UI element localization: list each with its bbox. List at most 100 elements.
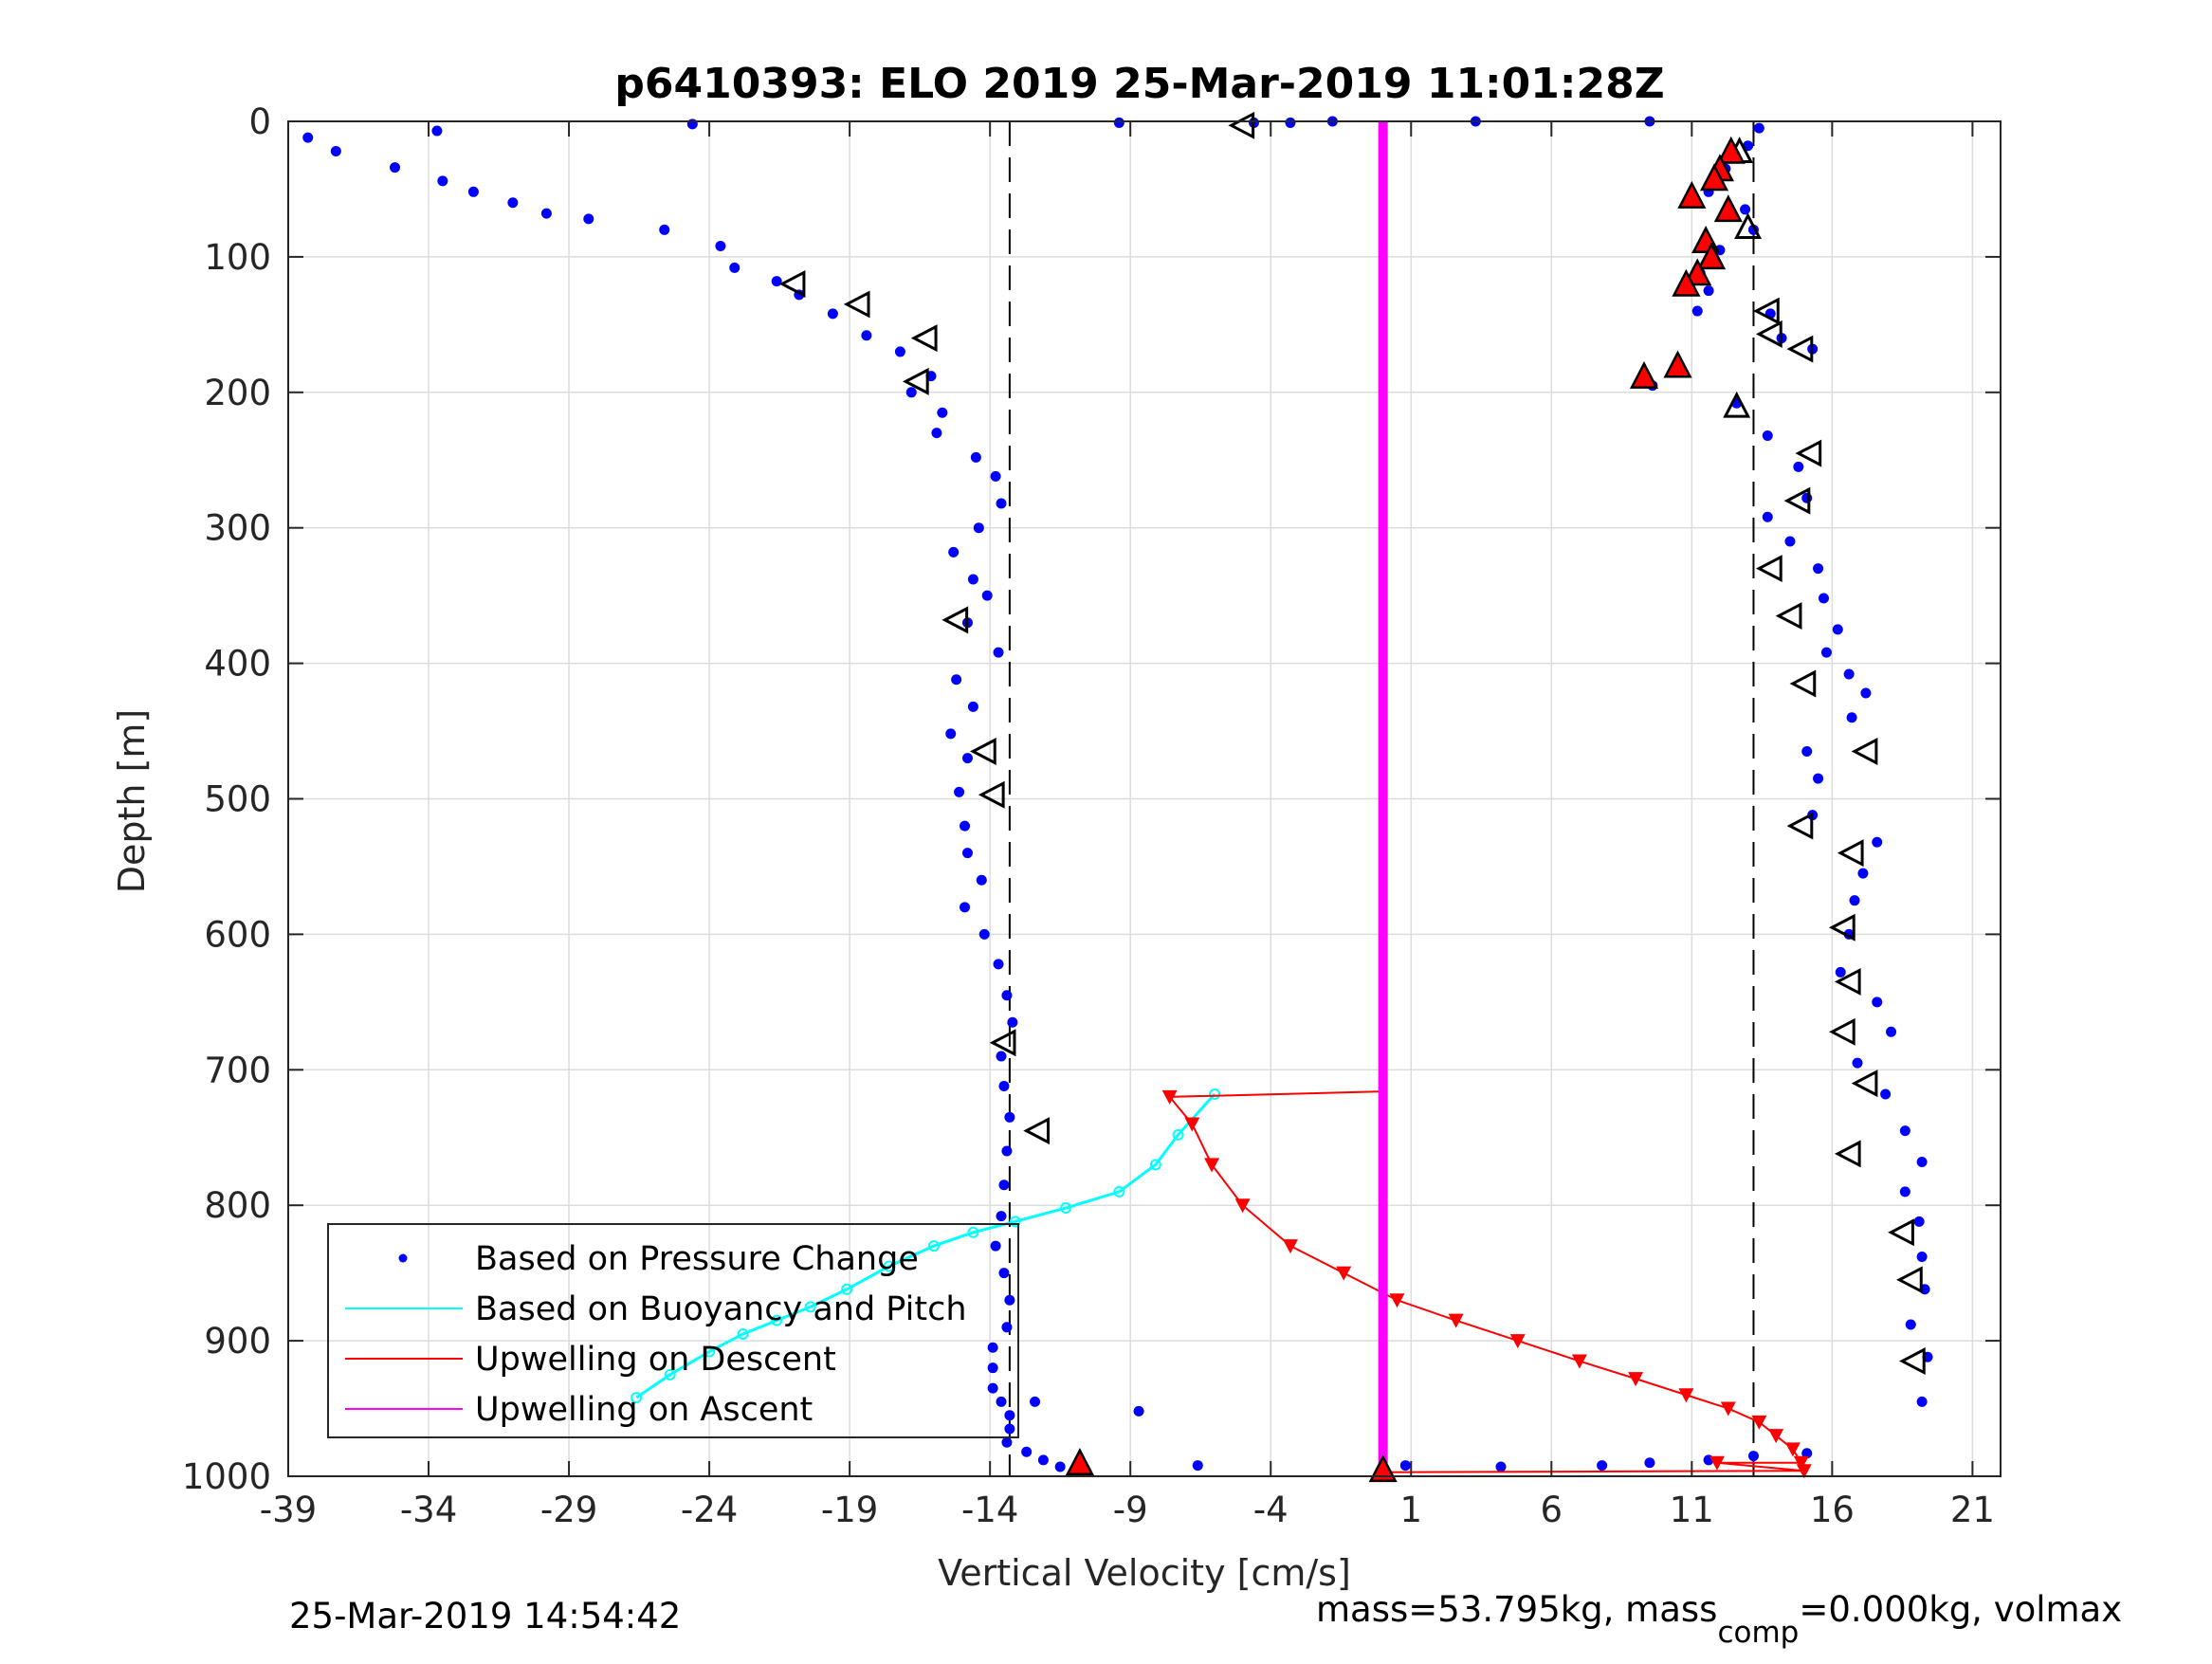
pressure-change-point <box>945 728 957 740</box>
pressure-change-point <box>970 451 981 463</box>
upwelling-descent-marker <box>1768 1429 1784 1444</box>
legend-label: Upwelling on Descent <box>475 1341 836 1379</box>
pressure-change-point <box>990 470 1001 482</box>
open-triangle-left-marker <box>1755 320 1782 348</box>
pressure-change-point <box>990 1240 1001 1252</box>
filled-red-triangle-marker <box>1683 258 1712 286</box>
pressure-change-point <box>390 162 401 174</box>
pressure-change-point <box>998 1268 1010 1279</box>
buoyancy-pitch-point <box>1172 1128 1184 1141</box>
pressure-change-point <box>1762 430 1773 442</box>
pressure-change-point <box>1399 1460 1411 1472</box>
pressure-change-point <box>1857 868 1869 879</box>
open-triangle-left-marker <box>1888 1218 1914 1247</box>
pressure-change-point <box>993 959 1004 970</box>
x-tick-label: -19 <box>821 1490 878 1530</box>
pressure-change-point <box>1801 745 1813 757</box>
open-triangle-left-marker <box>1786 335 1814 363</box>
pressure-change-point <box>948 546 960 558</box>
pressure-change-point <box>1004 1410 1015 1421</box>
buoyancy-pitch-point <box>967 1226 979 1238</box>
pressure-change-point <box>1913 1216 1925 1227</box>
upwelling-descent-marker <box>1234 1198 1251 1214</box>
y-tick-label: 1000 <box>182 1456 271 1497</box>
y-tick-label: 600 <box>204 914 271 955</box>
buoyancy-pitch-point <box>771 1314 783 1326</box>
buoyancy-pitch-point <box>1209 1088 1221 1101</box>
upwelling-descent-marker <box>1571 1354 1587 1369</box>
open-triangle-left-marker <box>941 606 969 634</box>
legend: Based on Pressure Change Based on Buoyanc… <box>327 1223 1019 1438</box>
open-triangle-left-marker <box>1753 297 1780 325</box>
footer-timestamp: 25-Mar-2019 14:54:42 <box>289 1596 681 1637</box>
pressure-change-point <box>1001 1322 1013 1333</box>
buoyancy-pitch-point <box>1149 1159 1161 1171</box>
pressure-change-point <box>987 1382 998 1394</box>
upwelling-descent-marker <box>1282 1239 1298 1254</box>
buoyancy-pitch-point <box>737 1327 749 1340</box>
open-triangle-left-marker <box>1834 1140 1861 1168</box>
pressure-change-point <box>996 1051 1007 1062</box>
buoyancy-pitch-point <box>927 1240 940 1253</box>
filled-red-triangle-marker <box>1065 1448 1094 1475</box>
open-triangle-up-marker <box>1723 391 1751 418</box>
pressure-change-point <box>1192 1460 1203 1472</box>
pressure-change-point <box>540 208 552 219</box>
pressure-change-point <box>1860 687 1872 699</box>
pressure-change-point <box>987 1342 998 1353</box>
open-triangle-left-marker <box>1775 602 1802 631</box>
x-tick-label: 16 <box>1810 1490 1855 1530</box>
upwelling-descent-marker <box>1784 1442 1801 1457</box>
pressure-change-point <box>1001 990 1013 1001</box>
y-tick-label: 0 <box>248 101 271 142</box>
upwelling-descent-marker <box>1509 1334 1526 1349</box>
filled-red-triangle-marker <box>1696 242 1727 270</box>
pressure-change-point <box>1753 122 1764 134</box>
upwelling-descent-marker <box>1204 1158 1220 1173</box>
pressure-change-point <box>1846 712 1857 723</box>
legend-swatch-dot <box>398 1253 408 1263</box>
pressure-change-point <box>1832 624 1843 635</box>
buoyancy-pitch-point <box>704 1345 716 1358</box>
pressure-change-point <box>1849 895 1860 906</box>
open-triangle-left-marker <box>1795 439 1822 467</box>
pressure-change-point <box>967 701 978 712</box>
open-triangle-left-marker <box>1851 738 1878 765</box>
pressure-change-point <box>1054 1461 1066 1472</box>
pressure-change-point <box>1820 647 1832 658</box>
pressure-change-point <box>981 590 993 601</box>
pressure-change-point <box>951 674 962 686</box>
pressure-change-point <box>905 387 917 398</box>
open-triangle-left-marker <box>1828 1017 1856 1046</box>
pressure-change-point <box>1001 1436 1013 1448</box>
open-triangle-left-marker <box>969 738 996 765</box>
pressure-change-point <box>659 224 670 235</box>
x-tick-label: -29 <box>540 1490 597 1530</box>
pressure-change-point <box>1007 1016 1018 1028</box>
reference-lines <box>1008 121 1755 1476</box>
pressure-change-point <box>1801 1448 1813 1459</box>
pressure-change-point <box>973 522 984 534</box>
legend-entry: Upwelling on Descent <box>345 1341 836 1379</box>
pressure-change-point <box>1113 117 1124 128</box>
open-triangle-left-marker <box>910 324 938 353</box>
open-triangle-left-marker <box>843 290 870 319</box>
filled-red-triangle-marker <box>1629 360 1659 389</box>
legend-label: Upwelling on Ascent <box>475 1391 813 1429</box>
buoyancy-pitch-point <box>883 1260 895 1272</box>
open-triangle-up-marker <box>1734 212 1763 239</box>
pressure-change-point <box>987 1362 998 1374</box>
open-triangle-left-marker <box>978 780 1005 809</box>
pressure-change-point <box>1872 836 1883 848</box>
pressure-change-point <box>1133 1405 1144 1417</box>
upwelling-descent-marker <box>1796 1464 1812 1479</box>
pressure-change-point <box>1747 1451 1759 1462</box>
pressure-change-point <box>978 928 990 940</box>
pressure-change-point <box>993 647 1004 658</box>
pressure-change-point <box>931 428 942 439</box>
open-triangle-left-marker <box>1851 1070 1878 1098</box>
pressure-change-point <box>996 1396 1007 1407</box>
filled-red-triangle-marker <box>1677 180 1707 209</box>
pressure-change-point <box>1872 997 1883 1008</box>
